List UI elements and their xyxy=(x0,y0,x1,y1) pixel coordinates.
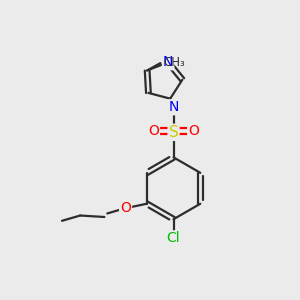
Text: CH₃: CH₃ xyxy=(163,56,185,69)
Text: N: N xyxy=(168,100,179,114)
Text: S: S xyxy=(169,125,178,140)
Text: O: O xyxy=(148,124,159,138)
Text: N: N xyxy=(163,55,173,69)
Text: O: O xyxy=(120,201,131,215)
Text: O: O xyxy=(188,124,199,138)
Text: Cl: Cl xyxy=(167,231,180,245)
